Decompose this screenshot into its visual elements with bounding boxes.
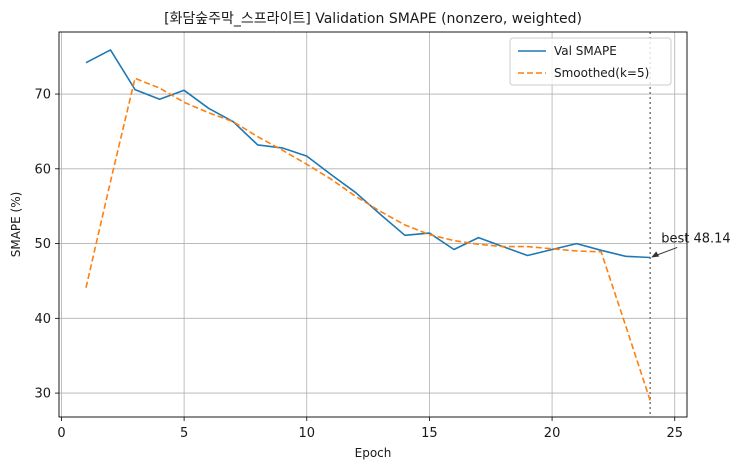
y-tick-label: 60: [34, 162, 51, 177]
series-lines: [85, 49, 651, 401]
x-tick-label: 10: [298, 426, 315, 441]
y-tick-label: 50: [34, 237, 51, 252]
annotation-arrowhead: [651, 251, 660, 258]
x-tick-label: 20: [544, 426, 561, 441]
chart-title: [화담숲주막_스프라이트] Validation SMAPE (nonzero,…: [164, 11, 582, 27]
y-tick-label: 30: [34, 387, 51, 402]
x-axis-label: Epoch: [355, 446, 392, 460]
axis-ticks: 0 5 10 15 20 25 30 40 50 60 70: [34, 88, 683, 441]
y-tick-label: 70: [34, 88, 51, 103]
legend-label-0: Val SMAPE: [554, 44, 617, 58]
legend-box: [509, 37, 672, 86]
grid-lines: [59, 32, 687, 417]
y-axis-label: SMAPE (%): [9, 192, 23, 258]
x-tick-label: 25: [666, 426, 683, 441]
best-annotation: best 48.14: [651, 231, 731, 258]
x-tick-label: 5: [180, 426, 188, 441]
x-tick-label: 15: [421, 426, 438, 441]
x-tick-label: 0: [57, 426, 65, 441]
plot-frame: [58, 31, 688, 418]
annotation-text: best 48.14: [661, 231, 730, 246]
legend-label-1: Smoothed(k=5): [554, 66, 649, 80]
y-tick-label: 40: [34, 312, 51, 327]
series-line-1: [85, 77, 651, 401]
legend: Val SMAPE Smoothed(k=5): [509, 37, 672, 86]
